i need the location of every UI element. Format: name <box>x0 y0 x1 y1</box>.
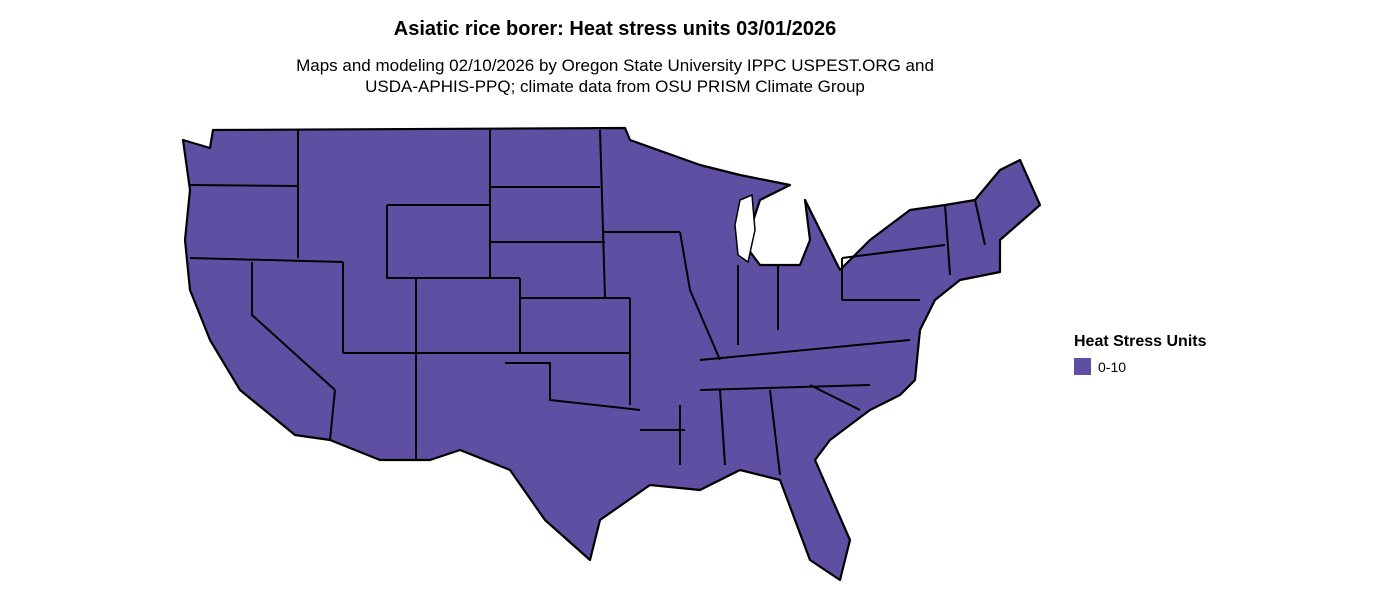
state-border <box>505 362 641 411</box>
state-border <box>841 244 946 259</box>
legend-item: 0-10 <box>1074 358 1207 375</box>
map-subtitle: Maps and modeling 02/10/2026 by Oregon S… <box>0 55 1230 97</box>
state-border <box>679 231 721 361</box>
map-title: Asiatic rice borer: Heat stress units 03… <box>393 18 837 40</box>
state-border <box>809 384 861 411</box>
state-borders <box>189 129 986 476</box>
state-border <box>251 262 336 391</box>
state-border <box>944 204 951 276</box>
state-border <box>974 199 986 246</box>
subtitle-line: Maps and modeling 02/10/2026 by Oregon S… <box>296 56 934 75</box>
state-border <box>386 205 520 279</box>
legend-swatch <box>1074 358 1091 375</box>
state-border <box>329 389 336 441</box>
legend: Heat Stress Units 0-10 <box>1074 333 1207 375</box>
subtitle-line: USDA-APHIS-PPQ; climate data from OSU PR… <box>365 77 865 96</box>
state-border <box>719 389 726 466</box>
state-border <box>599 129 606 299</box>
state-border <box>189 184 299 187</box>
legend-title: Heat Stress Units <box>1074 333 1207 350</box>
state-border <box>699 339 911 361</box>
legend-label: 0-10 <box>1098 358 1127 375</box>
state-border <box>769 389 781 476</box>
state-border <box>189 257 344 263</box>
lake-michigan <box>734 193 756 264</box>
state-border <box>699 384 871 391</box>
